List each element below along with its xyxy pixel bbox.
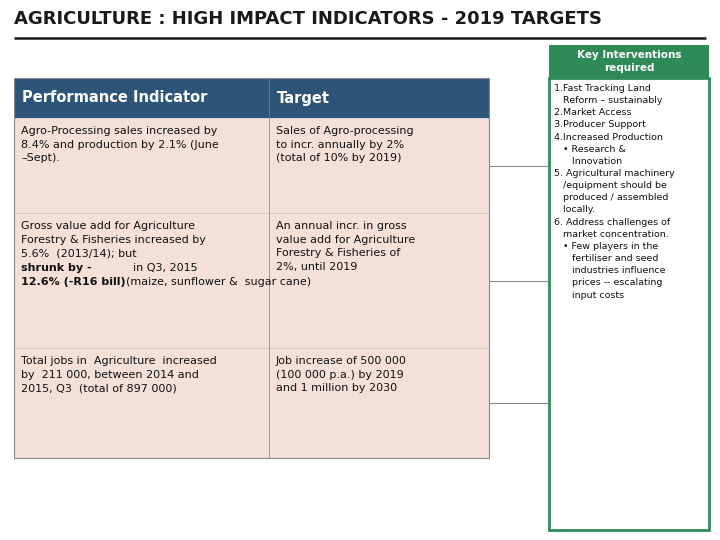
Bar (14, 78, 489, 458)
Text: Total jobs in  Agriculture  increased
by  211 000, between 2014 and
2015, Q3  (t: Total jobs in Agriculture increased by 2… (21, 356, 217, 393)
Text: Job increase of 500 000
(100 000 p.a.) by 2019
and 1 million by 2030: Job increase of 500 000 (100 000 p.a.) b… (276, 356, 407, 393)
Bar (269, 348, 489, 458)
Text: Target: Target (277, 91, 330, 105)
Text: Sales of Agro-processing
to incr. annually by 2%
(total of 10% by 2019): Sales of Agro-processing to incr. annual… (276, 126, 413, 163)
Text: Key Interventions
required: Key Interventions required (577, 50, 681, 73)
Bar (14, 348, 269, 458)
Text: AGRICULTURE : HIGH IMPACT INDICATORS - 2019 TARGETS: AGRICULTURE : HIGH IMPACT INDICATORS - 2… (14, 10, 602, 28)
Bar (14, 118, 269, 213)
Bar (549, 78, 709, 530)
Text: in Q3, 2015
(maize, sunflower &  sugar cane): in Q3, 2015 (maize, sunflower & sugar ca… (126, 263, 311, 287)
Bar (269, 213, 489, 348)
Text: Gross value add for Agriculture
Forestry & Fisheries increased by
5.6%  (2013/14: Gross value add for Agriculture Forestry… (21, 221, 206, 258)
Text: Agro-Processing sales increased by
8.4% and production by 2.1% (June
–Sept).: Agro-Processing sales increased by 8.4% … (21, 126, 219, 163)
Text: Performance Indicator: Performance Indicator (22, 91, 207, 105)
Text: An annual incr. in gross
value add for Agriculture
Forestry & Fisheries of
2%, u: An annual incr. in gross value add for A… (276, 221, 415, 272)
Bar (549, 45, 709, 78)
Text: 1.Fast Tracking Land
   Reform – sustainably
2.Market Access
3.Producer Support
: 1.Fast Tracking Land Reform – sustainabl… (554, 84, 675, 300)
Bar (14, 213, 269, 348)
Text: shrunk by -
12.6% (-R16 bill): shrunk by - 12.6% (-R16 bill) (21, 263, 125, 287)
Bar (269, 118, 489, 213)
Bar (14, 78, 489, 118)
